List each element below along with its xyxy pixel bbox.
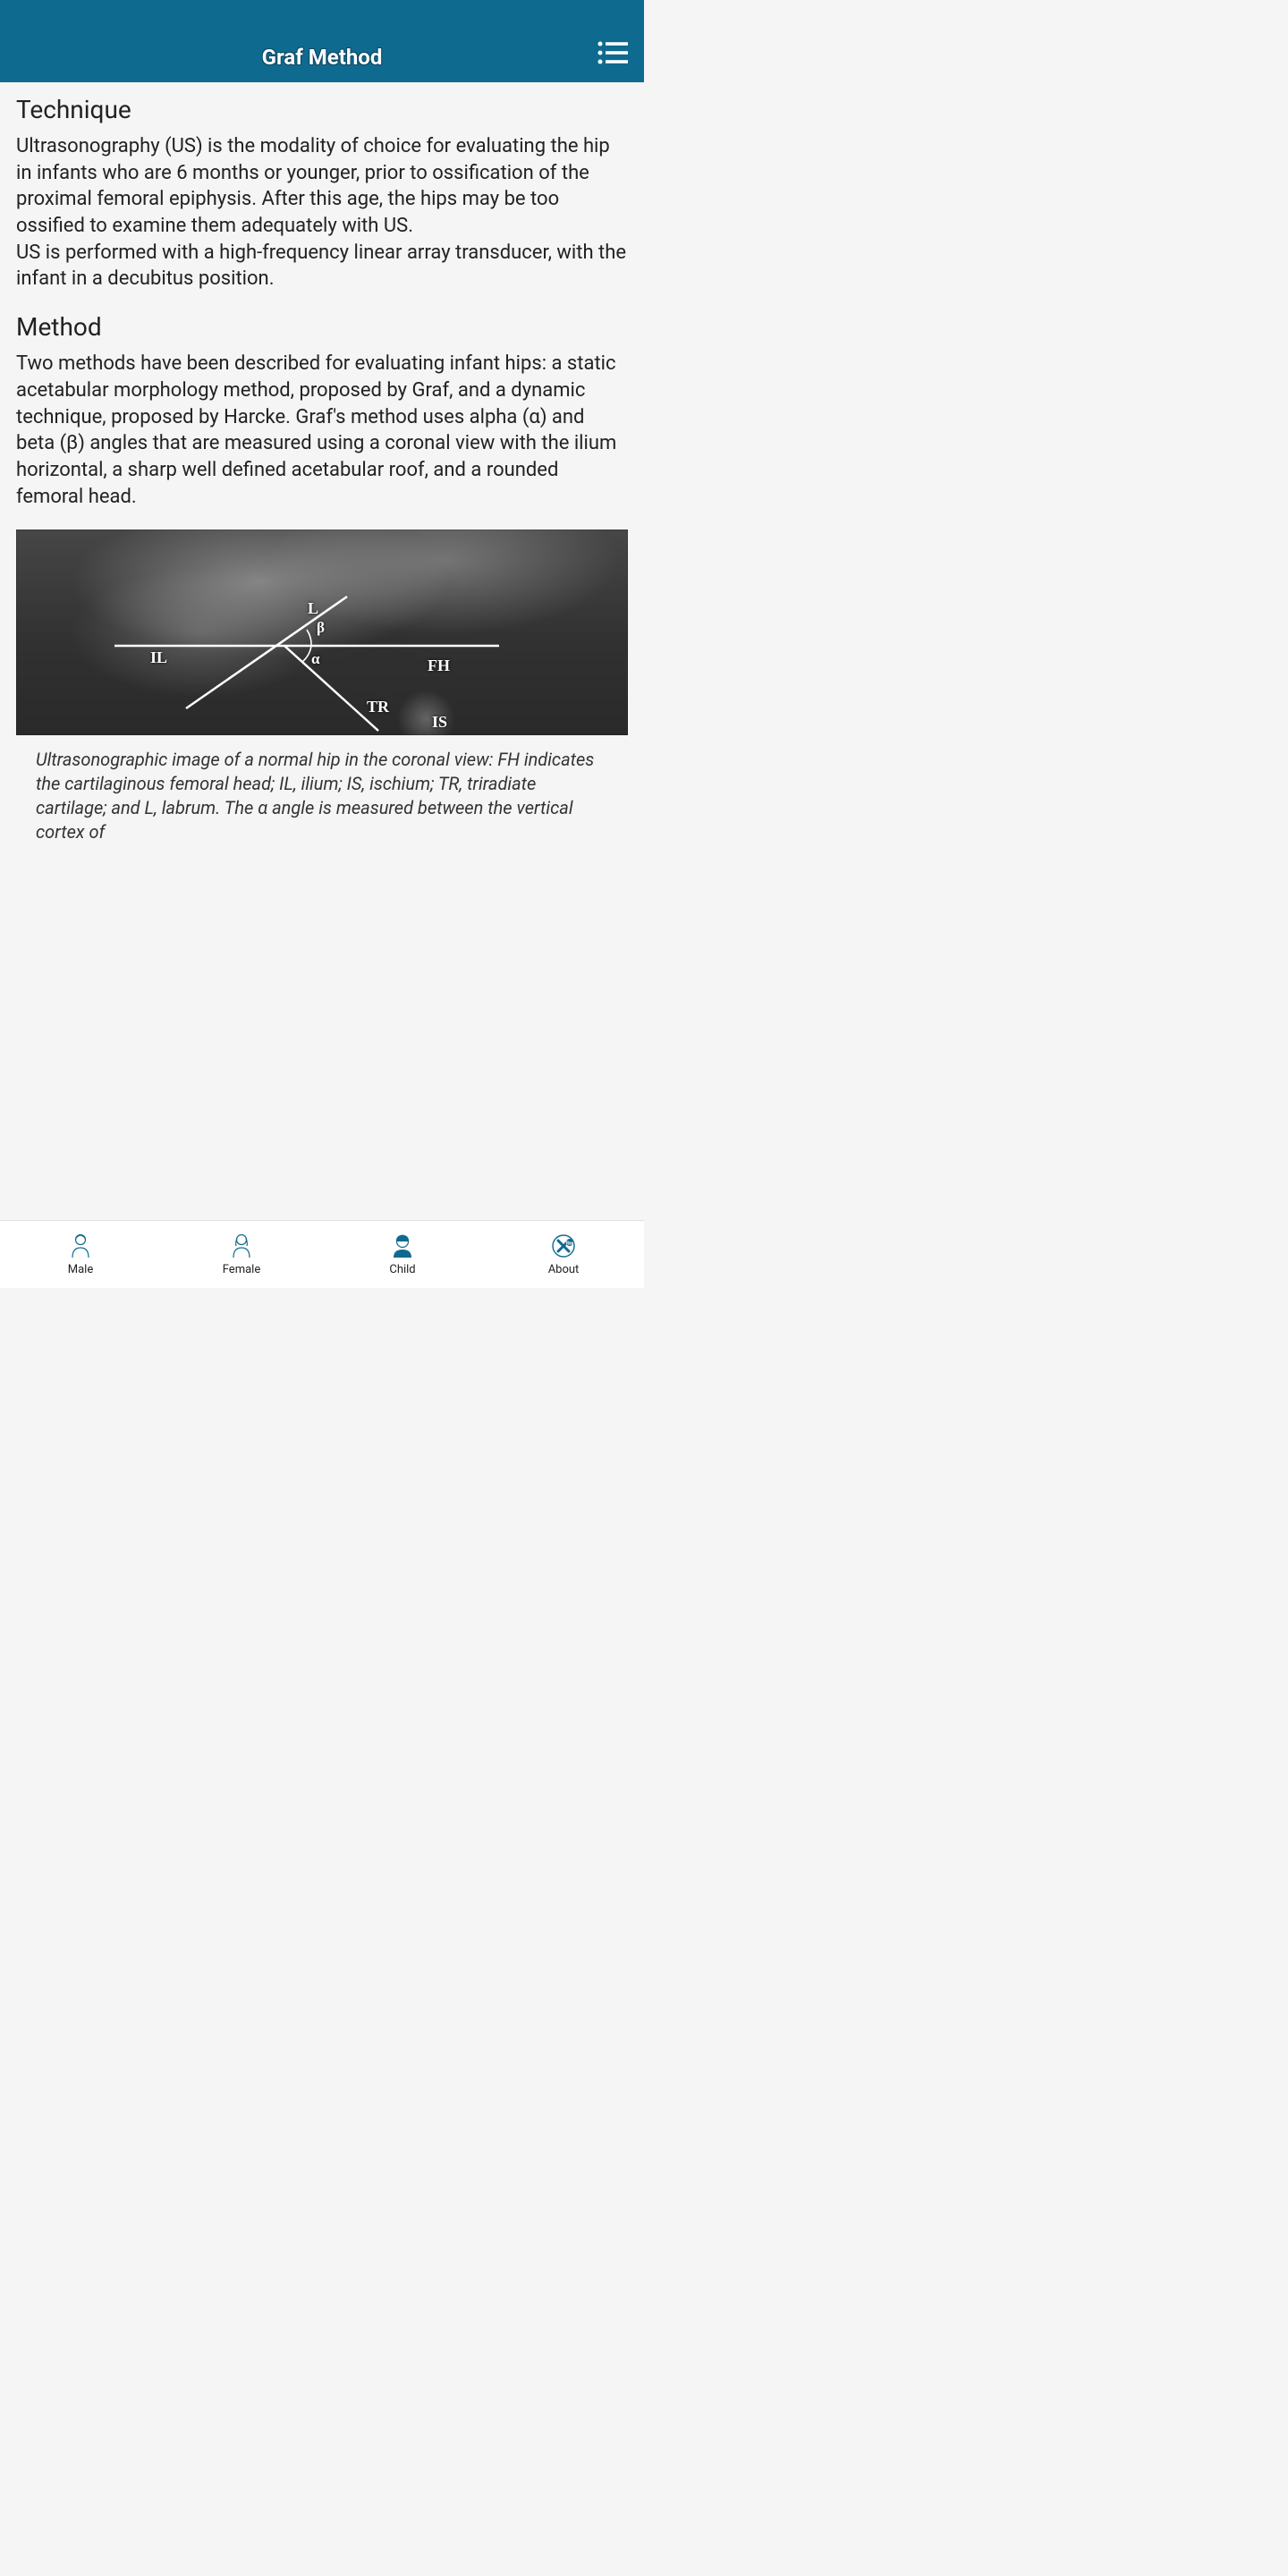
figure-label-FH: FH <box>428 657 450 675</box>
nav-item-child[interactable]: Child <box>322 1221 483 1288</box>
nav-label-female: Female <box>223 1263 260 1276</box>
article-content: Technique Ultrasonography (US) is the mo… <box>0 82 644 1288</box>
figure-label-alpha: α <box>311 650 320 668</box>
nav-label-about: About <box>548 1263 580 1276</box>
nav-item-female[interactable]: Female <box>161 1221 322 1288</box>
bottom-nav: Male Female Child <box>0 1220 644 1288</box>
figure-label-IS: IS <box>432 713 447 732</box>
male-icon <box>67 1233 94 1259</box>
method-body: Two methods have been described for eval… <box>16 351 628 510</box>
method-heading: Method <box>16 312 628 342</box>
figure-label-beta: β <box>317 619 325 637</box>
nav-item-male[interactable]: Male <box>0 1221 161 1288</box>
nav-label-child: Child <box>389 1263 415 1276</box>
page-title: Graf Method <box>262 45 383 70</box>
figure-label-L: L <box>308 599 318 618</box>
technique-heading: Technique <box>16 95 628 124</box>
figure-label-IL: IL <box>150 648 167 667</box>
nav-item-about[interactable]: Ray About <box>483 1221 644 1288</box>
figure-caption: Ultrasonographic image of a normal hip i… <box>16 748 628 844</box>
list-menu-icon[interactable] <box>597 41 628 64</box>
technique-body: Ultrasonography (US) is the modality of … <box>16 133 628 292</box>
child-icon <box>389 1233 416 1259</box>
about-icon: Ray <box>550 1233 577 1259</box>
female-icon <box>228 1233 255 1259</box>
figure-label-TR: TR <box>367 698 389 716</box>
ultrasound-figure: IL L β α FH TR IS <box>16 530 628 735</box>
app-header: Graf Method <box>0 0 644 82</box>
nav-label-male: Male <box>68 1263 93 1276</box>
svg-text:Ray: Ray <box>566 1241 574 1247</box>
